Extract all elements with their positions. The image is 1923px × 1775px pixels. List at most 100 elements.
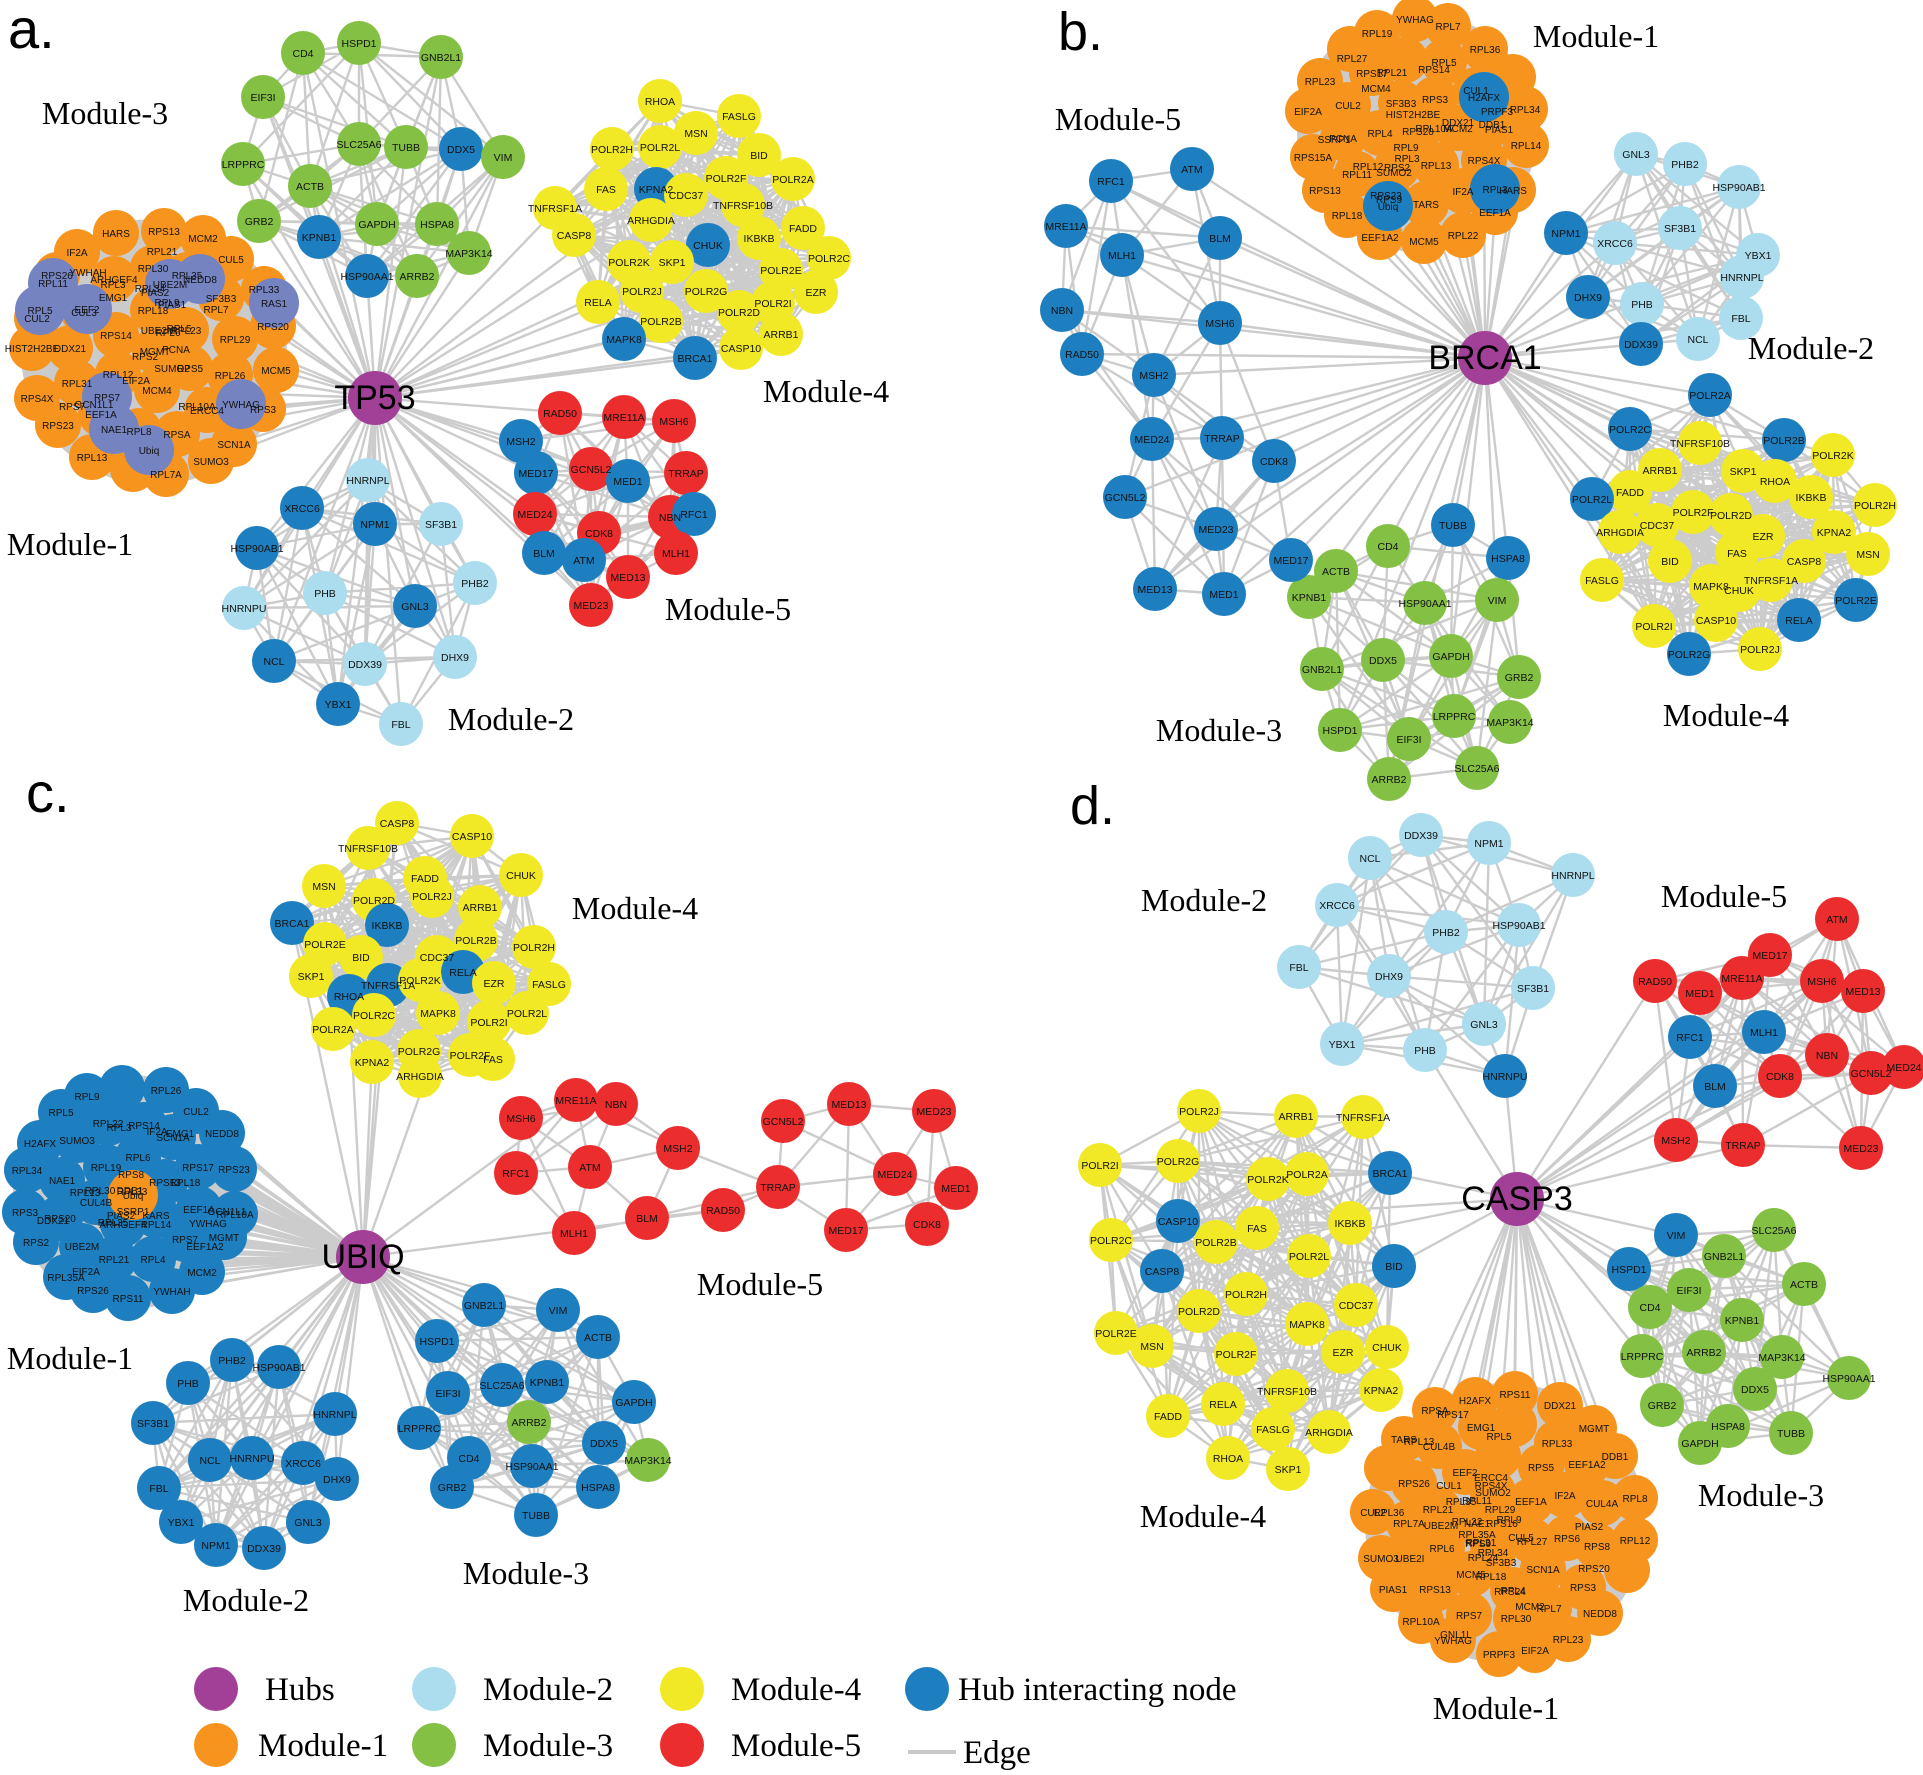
svg-text:SCN1A: SCN1A: [217, 440, 251, 451]
svg-text:Module-1: Module-1: [258, 1728, 388, 1764]
svg-text:RPL35: RPL35: [172, 271, 203, 282]
svg-text:RPL5: RPL5: [1431, 58, 1456, 69]
svg-text:FADD: FADD: [789, 223, 817, 235]
svg-text:MED13: MED13: [610, 572, 645, 584]
svg-text:MSH6: MSH6: [1205, 318, 1234, 330]
svg-text:NAE1: NAE1: [49, 1176, 76, 1187]
svg-text:RPL35A: RPL35A: [47, 1273, 85, 1284]
svg-text:Module-5: Module-5: [1055, 101, 1181, 137]
svg-text:POLR2H: POLR2H: [513, 942, 555, 954]
svg-text:MAP3K14: MAP3K14: [624, 1455, 671, 1467]
svg-text:ARHGDIA: ARHGDIA: [627, 215, 675, 227]
svg-text:TUBB: TUBB: [392, 142, 420, 154]
svg-text:NEDD8: NEDD8: [183, 275, 217, 286]
svg-text:RPS20: RPS20: [1402, 127, 1434, 138]
svg-text:SLC25A6: SLC25A6: [1752, 1225, 1797, 1237]
svg-text:RPL5: RPL5: [1486, 1432, 1511, 1443]
svg-text:POLR2C: POLR2C: [1609, 424, 1651, 436]
svg-text:POLR2I: POLR2I: [470, 1017, 507, 1029]
svg-text:FBL: FBL: [1731, 313, 1750, 325]
svg-text:RPL9: RPL9: [1496, 1515, 1521, 1526]
svg-text:POLR2E: POLR2E: [760, 265, 801, 277]
svg-text:VIM: VIM: [549, 1305, 568, 1317]
svg-text:TNFRSF10B: TNFRSF10B: [338, 843, 398, 855]
svg-text:MCM4: MCM4: [142, 386, 172, 397]
svg-text:BRCA1: BRCA1: [274, 918, 309, 930]
svg-text:MAPK8: MAPK8: [606, 334, 642, 346]
svg-text:EZR: EZR: [1333, 1347, 1354, 1359]
svg-text:RPL3: RPL3: [1394, 154, 1419, 165]
svg-text:RELA: RELA: [449, 967, 476, 979]
svg-text:POLR2I: POLR2I: [754, 298, 791, 310]
svg-text:GNB2L1: GNB2L1: [464, 1300, 504, 1312]
svg-text:MSH2: MSH2: [663, 1143, 692, 1155]
svg-text:RPL10A: RPL10A: [1415, 124, 1453, 135]
svg-text:CUL2: CUL2: [1360, 1508, 1386, 1519]
svg-text:RPL21: RPL21: [99, 1255, 130, 1266]
svg-text:TNFRSF10B: TNFRSF10B: [1257, 1386, 1317, 1398]
svg-text:MED1: MED1: [1685, 988, 1714, 1000]
svg-text:RPL22: RPL22: [93, 1119, 124, 1130]
svg-text:POLR2H: POLR2H: [591, 144, 633, 156]
svg-text:RELA: RELA: [584, 297, 611, 309]
svg-text:MED1: MED1: [613, 476, 642, 488]
svg-text:POLR2K: POLR2K: [1247, 1174, 1288, 1186]
svg-text:NPM1: NPM1: [1474, 838, 1503, 850]
svg-text:HSP90AB1: HSP90AB1: [1712, 182, 1765, 194]
svg-text:RPL29: RPL29: [220, 335, 251, 346]
svg-text:RPS7: RPS7: [59, 402, 86, 413]
svg-text:CUL2: CUL2: [183, 1107, 209, 1118]
svg-text:CASP10: CASP10: [1158, 1216, 1198, 1228]
svg-text:RPL7: RPL7: [1435, 22, 1460, 33]
svg-text:Module-5: Module-5: [731, 1728, 861, 1764]
svg-text:MED23: MED23: [1843, 1143, 1878, 1155]
svg-text:RPS11: RPS11: [1500, 1390, 1531, 1401]
svg-text:a.: a.: [8, 0, 55, 60]
svg-text:CD4: CD4: [1639, 1302, 1660, 1314]
svg-text:IKBKB: IKBKB: [744, 233, 775, 245]
svg-text:FBL: FBL: [1289, 962, 1308, 974]
svg-text:SKP1: SKP1: [298, 971, 325, 983]
svg-text:TRRAP: TRRAP: [668, 468, 704, 480]
svg-text:RPL12: RPL12: [1620, 1536, 1651, 1547]
svg-text:GNB2L1: GNB2L1: [421, 52, 461, 64]
svg-text:RPS11: RPS11: [113, 1294, 144, 1305]
svg-text:HSPA8: HSPA8: [420, 219, 454, 231]
svg-text:CUL1: CUL1: [1436, 1481, 1462, 1492]
svg-text:BRCA1: BRCA1: [677, 353, 712, 365]
svg-text:YWHAH: YWHAH: [153, 1287, 190, 1298]
svg-text:KPNB1: KPNB1: [302, 232, 337, 244]
svg-text:ARHGDIA: ARHGDIA: [396, 1071, 444, 1083]
svg-text:RPL19: RPL19: [1362, 29, 1393, 40]
svg-text:Module-5: Module-5: [1661, 878, 1787, 914]
svg-text:TARS: TARS: [1391, 1435, 1417, 1446]
svg-text:Edge: Edge: [963, 1735, 1031, 1771]
svg-text:CUL5: CUL5: [1508, 1533, 1534, 1544]
svg-text:RAD50: RAD50: [1065, 349, 1099, 361]
svg-text:YBX1: YBX1: [1329, 1039, 1356, 1051]
svg-text:GAPDH: GAPDH: [615, 1397, 652, 1409]
svg-text:GRB2: GRB2: [1505, 672, 1534, 684]
svg-text:SF3B1: SF3B1: [137, 1418, 169, 1430]
svg-text:GCN5L2: GCN5L2: [763, 1116, 804, 1128]
svg-text:HNRNPL: HNRNPL: [1720, 272, 1763, 284]
svg-text:Module-5: Module-5: [665, 591, 791, 627]
svg-text:POLR2A: POLR2A: [1689, 390, 1730, 402]
svg-text:MED23: MED23: [573, 600, 608, 612]
svg-text:TNFRSF10B: TNFRSF10B: [713, 200, 773, 212]
svg-text:MGMT: MGMT: [209, 1233, 240, 1244]
svg-text:PIAS1: PIAS1: [158, 300, 187, 311]
svg-text:EEF1A: EEF1A: [1479, 208, 1511, 219]
svg-text:Module-3: Module-3: [463, 1555, 589, 1591]
svg-text:POLR2D: POLR2D: [1710, 510, 1752, 522]
svg-text:Module-1: Module-1: [7, 1340, 133, 1376]
svg-text:KPNB1: KPNB1: [1292, 592, 1327, 604]
svg-text:POLR2L: POLR2L: [1289, 1251, 1329, 1263]
svg-text:SF3B1: SF3B1: [1517, 983, 1549, 995]
svg-text:RPL18: RPL18: [1476, 1572, 1507, 1583]
svg-text:NCL: NCL: [263, 656, 284, 668]
svg-text:HARS: HARS: [102, 229, 130, 240]
svg-text:VIM: VIM: [494, 152, 513, 164]
svg-text:POLR2F: POLR2F: [450, 1050, 491, 1062]
svg-text:ARRB1: ARRB1: [1642, 465, 1677, 477]
